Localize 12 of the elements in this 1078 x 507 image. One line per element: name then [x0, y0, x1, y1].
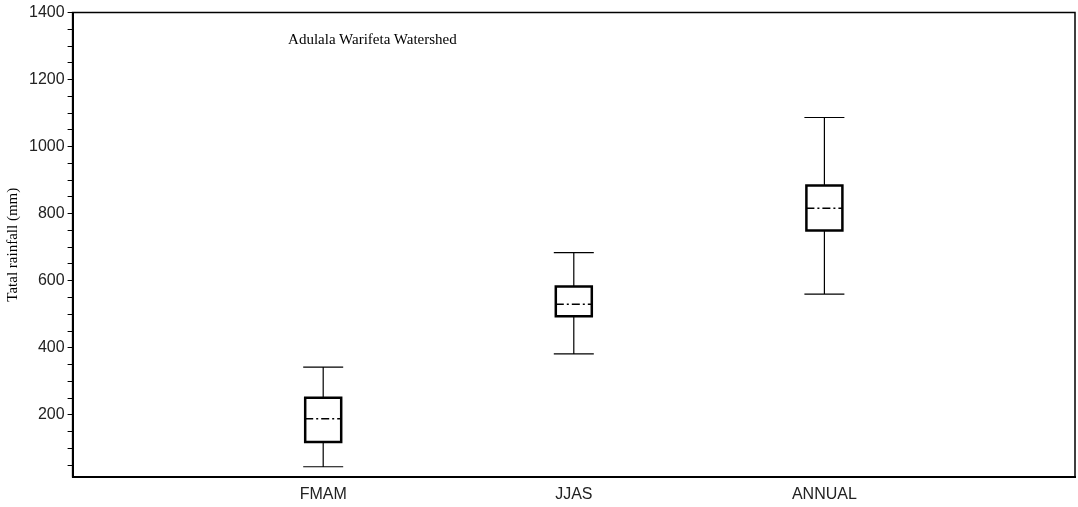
x-tick-label: FMAM	[299, 484, 347, 502]
y-tick-label: 800	[37, 204, 65, 222]
y-tick-label: 200	[37, 405, 65, 423]
y-tick-label: 1200	[29, 70, 65, 88]
y-tick-label: 400	[37, 338, 65, 356]
y-tick-label: 1400	[29, 3, 65, 21]
y-axis-title: Tatal rainfall (mm)	[3, 187, 21, 302]
x-tick-label: JJAS	[555, 484, 593, 502]
y-tick-label: 600	[37, 271, 65, 289]
y-tick-label: 1000	[29, 137, 65, 155]
x-tick-label: ANNUAL	[791, 484, 857, 502]
text: Adulala Warifeta Watershed	[288, 30, 458, 47]
